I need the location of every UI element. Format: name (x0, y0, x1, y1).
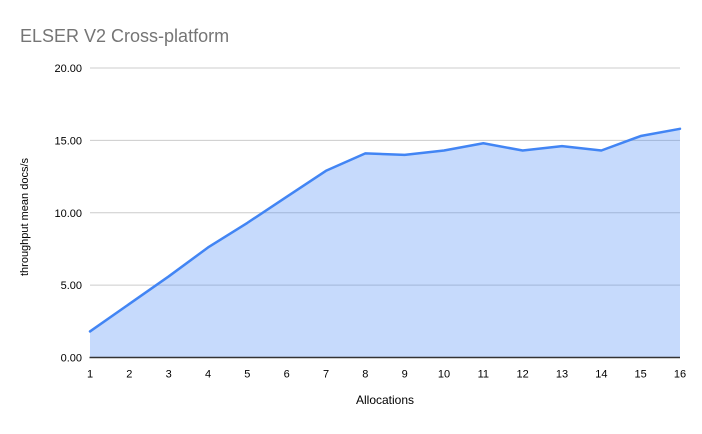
x-tick-label: 1 (87, 369, 93, 381)
series-line (88, 127, 682, 333)
y-tick-label: 10.00 (54, 208, 82, 220)
x-tick-label: 2 (126, 369, 132, 381)
x-tick-label: 6 (284, 369, 290, 381)
x-tick-label: 11 (478, 369, 489, 381)
y-tick-label: 0.00 (61, 353, 82, 365)
x-tick-label: 3 (166, 369, 172, 381)
chart-title: ELSER V2 Cross-platform (20, 26, 230, 46)
x-tick-label: 4 (205, 369, 211, 381)
x-tick-label: 9 (402, 369, 408, 381)
y-tick-label: 5.00 (61, 280, 82, 292)
x-tick-label: 8 (362, 369, 368, 381)
x-tick-label: 14 (595, 369, 607, 381)
y-axis-title: throughput mean docs/s (19, 157, 31, 276)
x-tick-label: 5 (244, 369, 250, 381)
x-tick-label: 13 (556, 369, 568, 381)
area-fill (90, 128, 680, 358)
y-tick-label: 20.00 (54, 63, 82, 75)
x-tick-label: 12 (517, 369, 529, 381)
x-tick-label: 10 (438, 369, 450, 381)
x-tick-label: 16 (674, 369, 686, 381)
x-tick-label: 15 (635, 369, 647, 381)
y-tick-label: 15.00 (54, 135, 82, 147)
x-axis-title: Allocations (356, 393, 414, 407)
x-tick-label: 7 (323, 369, 329, 381)
